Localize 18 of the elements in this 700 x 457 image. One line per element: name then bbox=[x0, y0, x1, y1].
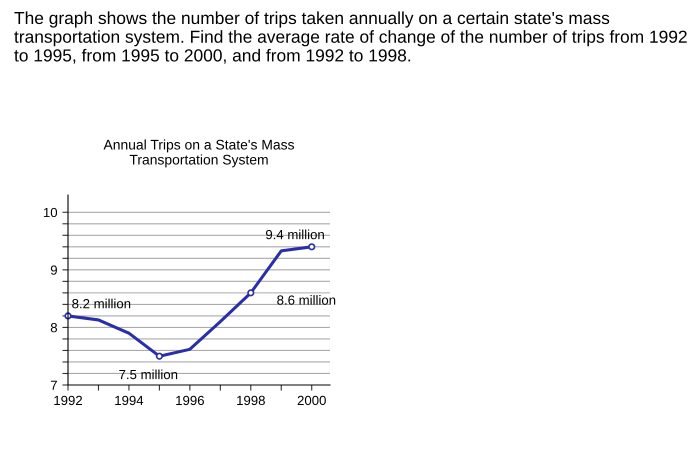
annotation: 8.2 million bbox=[72, 298, 130, 308]
x-tick-label: 1994 bbox=[115, 396, 144, 406]
chart-title: Annual Trips on a State's Mass Transportation System bbox=[104, 139, 294, 168]
annotation: 7.5 million bbox=[119, 370, 178, 380]
point bbox=[308, 243, 316, 250]
x-tick-label: 1992 bbox=[54, 396, 82, 406]
y-tick-label: 8 bbox=[50, 322, 58, 332]
x-tick-label: 1998 bbox=[237, 396, 265, 406]
y-tick-label: 10 bbox=[44, 208, 58, 218]
annotation: 8.6 million bbox=[277, 295, 336, 305]
point bbox=[156, 352, 164, 360]
x-tick-label: 2000 bbox=[298, 396, 326, 406]
annotation: 9.4 million bbox=[266, 230, 324, 240]
x-tick-label: 1996 bbox=[176, 396, 204, 406]
y-tick-label: 9 bbox=[50, 265, 57, 275]
point bbox=[247, 289, 254, 296]
y-tick-label: 7 bbox=[50, 380, 57, 390]
text: The graph shows the number of trips taken annually on a certain state's mass transportation system. Find the average rate of change of the number of trips from 1992 to 1995, from 1995 to 2000, and from 1992 to 1998. bbox=[14, 11, 687, 64]
